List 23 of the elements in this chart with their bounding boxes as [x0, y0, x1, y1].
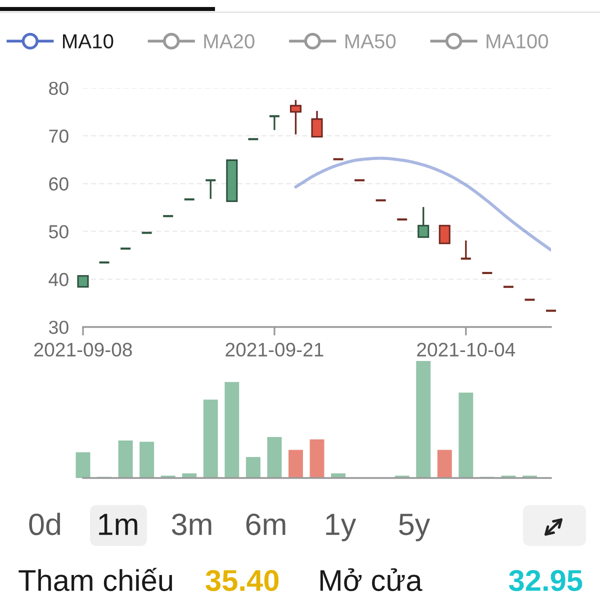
text: 3m: [172, 514, 212, 536]
y-tick-label: 60: [49, 177, 68, 191]
text: 0d: [29, 512, 60, 536]
legend-label: MA10: [63, 34, 114, 48]
text: 5y: [399, 514, 430, 542]
text: Tham chiếu: [18, 568, 172, 592]
y-tick-label: 80: [49, 82, 68, 95]
y-tick-label: 30: [48, 320, 68, 334]
text: 35.40: [206, 570, 278, 592]
text: 1y: [326, 514, 356, 542]
legend-label: MA50: [345, 34, 396, 48]
text: 1m: [99, 514, 138, 535]
text: 6m: [246, 514, 286, 536]
text: Mở cửa: [320, 568, 422, 592]
x-tick-label: 2021-09-21: [226, 342, 324, 357]
text: 32.95: [508, 570, 582, 592]
legend-label: MA100: [486, 34, 548, 48]
x-tick-label: 2021-10-04: [417, 342, 516, 357]
y-tick-label: 70: [49, 130, 68, 143]
legend-label: MA20: [204, 34, 254, 48]
y-tick-label: 50: [49, 225, 68, 238]
x-tick-label: 2021-09-08: [34, 342, 132, 357]
y-tick-label: 40: [48, 272, 68, 286]
